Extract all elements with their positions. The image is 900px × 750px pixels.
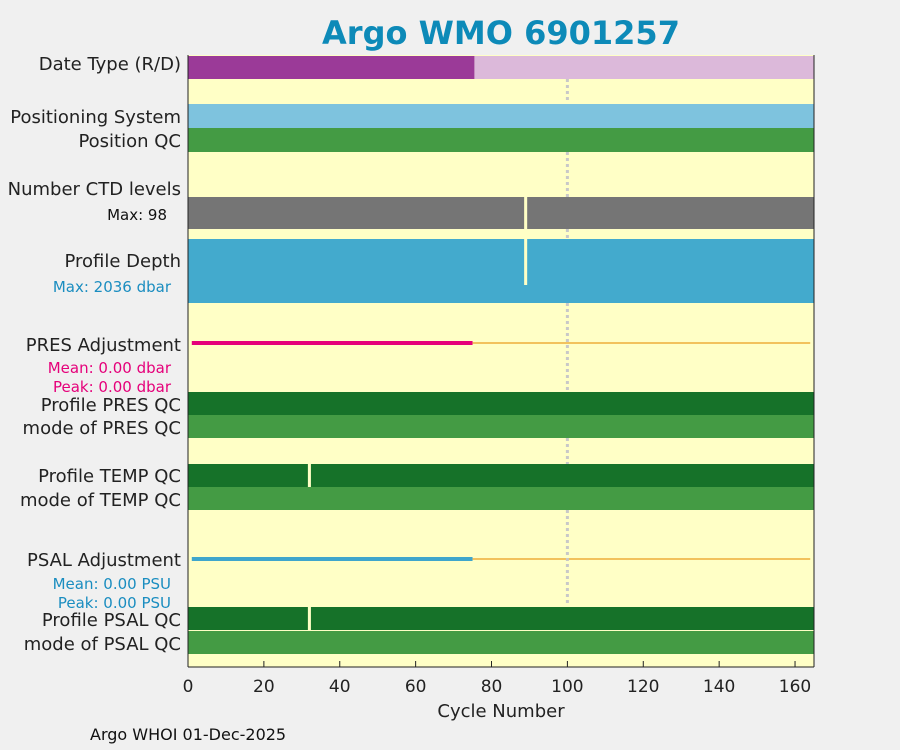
panel-label: Positioning System xyxy=(10,107,181,128)
panel-date_type xyxy=(188,56,814,79)
panel-mode_pres_qc xyxy=(188,415,814,438)
segment-bar xyxy=(188,415,814,438)
panel-label: Profile TEMP QC xyxy=(38,466,181,487)
fill-bar xyxy=(188,197,814,229)
segment-bar xyxy=(188,56,475,79)
gap-mark xyxy=(307,607,311,630)
panel-label: PRES Adjustment xyxy=(26,335,181,356)
panel-profile_temp_qc xyxy=(188,464,814,487)
x-axis: 0 20 40 60 80 100 120 140 160 xyxy=(183,55,815,697)
panel-annotation: Mean: 0.00 PSU xyxy=(53,575,171,593)
panel-position_qc xyxy=(188,128,814,152)
segment-bar xyxy=(188,464,814,487)
footer-credit: Argo WHOI 01-Dec-2025 xyxy=(90,725,287,744)
segment-bar xyxy=(188,104,814,128)
segment-bar xyxy=(188,487,814,510)
segment-bar xyxy=(188,392,814,415)
panel-positioning_system xyxy=(188,104,814,128)
x-tick-label: 120 xyxy=(627,677,659,697)
panel-label: mode of PRES QC xyxy=(23,418,181,439)
x-tick-label: 80 xyxy=(481,677,503,697)
segment-bar xyxy=(188,631,814,654)
panel-label: Profile Depth xyxy=(64,251,181,272)
panel-label: PSAL Adjustment xyxy=(27,550,181,571)
x-tick-label: 60 xyxy=(405,677,427,697)
panel-profile_pres_qc xyxy=(188,392,814,415)
panel-profile_psal_qc xyxy=(188,607,814,630)
segment-bar xyxy=(188,128,814,152)
panel-profile_depth xyxy=(188,239,814,303)
segment-bar xyxy=(474,56,814,79)
x-tick-label: 0 xyxy=(183,677,194,697)
panel-label: Profile PRES QC xyxy=(41,395,181,416)
x-tick-label: 20 xyxy=(253,677,275,697)
panel-label: Profile PSAL QC xyxy=(42,610,181,631)
panel-label: mode of TEMP QC xyxy=(20,490,181,511)
panel-label: Position QC xyxy=(78,131,181,152)
panel-annotation: Peak: 0.00 dbar xyxy=(53,378,172,396)
chart-marks xyxy=(188,56,814,654)
panel-annotation: Max: 2036 dbar xyxy=(53,278,172,296)
panel-label: mode of PSAL QC xyxy=(24,634,181,655)
panel-mode_psal_qc xyxy=(188,631,814,654)
panel-annotation: Mean: 0.00 dbar xyxy=(48,359,172,377)
x-tick-label: 100 xyxy=(551,677,583,697)
x-tick-label: 160 xyxy=(779,677,811,697)
panel-label: Date Type (R/D) xyxy=(39,54,181,75)
chart-title: Argo WMO 6901257 xyxy=(322,14,680,52)
gap-mark xyxy=(524,197,528,229)
fill-bar xyxy=(188,239,814,303)
panel-labels: Date Type (R/D) Positioning System Positio… xyxy=(8,54,181,655)
panel-mode_temp_qc xyxy=(188,487,814,510)
panel-annotation: Peak: 0.00 PSU xyxy=(58,594,171,612)
x-tick-label: 40 xyxy=(329,677,351,697)
panel-ctd_levels xyxy=(188,197,814,229)
panel-label: Number CTD levels xyxy=(8,179,181,200)
segment-bar xyxy=(188,607,814,630)
gap-mark xyxy=(307,464,311,487)
gap-mark xyxy=(524,239,528,285)
plot-background xyxy=(188,55,814,667)
x-axis-label: Cycle Number xyxy=(437,701,565,722)
x-tick-label: 140 xyxy=(703,677,735,697)
panel-annotation: Max: 98 xyxy=(107,206,167,224)
